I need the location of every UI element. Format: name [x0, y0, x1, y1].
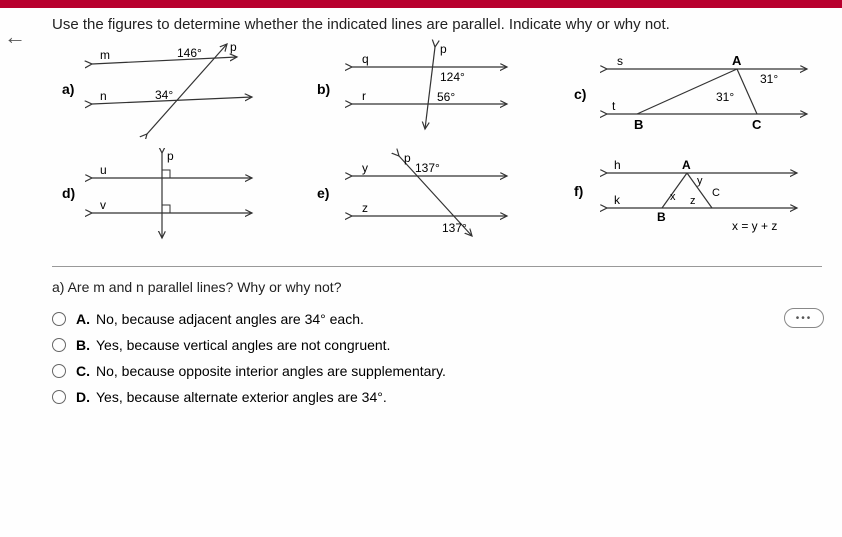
- svg-text:d): d): [62, 185, 75, 201]
- svg-text:k: k: [614, 193, 621, 207]
- svg-text:31°: 31°: [716, 90, 734, 104]
- svg-text:y: y: [362, 161, 368, 175]
- svg-text:b): b): [317, 81, 330, 97]
- svg-text:137°: 137°: [415, 161, 440, 175]
- svg-text:B: B: [634, 117, 643, 132]
- svg-text:q: q: [362, 52, 369, 66]
- option-a-text: No, because adjacent angles are 34° each…: [96, 311, 364, 327]
- option-d-text: Yes, because alternate exterior angles a…: [96, 389, 387, 405]
- line-m-label: m: [100, 48, 110, 62]
- svg-text:C: C: [752, 117, 762, 132]
- angle-34: 34°: [155, 88, 173, 102]
- more-button[interactable]: •••: [784, 308, 824, 328]
- svg-text:p: p: [167, 149, 174, 163]
- option-d[interactable]: D. Yes, because alternate exterior angle…: [52, 389, 822, 405]
- figure-f: h k A B C x y z x = y + z f): [562, 148, 822, 248]
- option-c-text: No, because opposite interior angles are…: [96, 363, 446, 379]
- svg-text:56°: 56°: [437, 90, 455, 104]
- option-d-letter: D.: [76, 389, 90, 405]
- option-b-text: Yes, because vertical angles are not con…: [96, 337, 390, 353]
- radio-a[interactable]: [52, 312, 66, 326]
- figure-d: u v p d): [52, 148, 299, 248]
- svg-text:u: u: [100, 163, 107, 177]
- option-c-letter: C.: [76, 363, 90, 379]
- svg-text:124°: 124°: [440, 70, 465, 84]
- line-n-label: n: [100, 89, 107, 103]
- svg-text:f): f): [574, 183, 583, 199]
- svg-text:c): c): [574, 86, 586, 102]
- question-text: Use the figures to determine whether the…: [52, 16, 822, 33]
- angle-146: 146°: [177, 46, 202, 60]
- figure-a: m n p 146° 34° a): [52, 39, 299, 144]
- svg-text:p: p: [440, 42, 447, 56]
- svg-text:v: v: [100, 198, 106, 212]
- back-icon[interactable]: ←: [4, 24, 26, 50]
- option-c[interactable]: C. No, because opposite interior angles …: [52, 363, 822, 379]
- radio-b[interactable]: [52, 338, 66, 352]
- figures-row-1: m n p 146° 34° a) q r p 12: [52, 39, 822, 144]
- svg-text:A: A: [732, 53, 742, 68]
- radio-d[interactable]: [52, 390, 66, 404]
- svg-text:s: s: [617, 54, 623, 68]
- svg-text:z: z: [690, 195, 696, 207]
- figures-row-2: u v p d) y z p 137° 137° e: [52, 148, 822, 248]
- option-b-letter: B.: [76, 337, 90, 353]
- sub-question: a) Are m and n parallel lines? Why or wh…: [52, 279, 822, 295]
- svg-text:t: t: [612, 99, 616, 113]
- svg-text:A: A: [682, 158, 691, 172]
- svg-text:C: C: [712, 187, 720, 199]
- option-a[interactable]: A. No, because adjacent angles are 34° e…: [52, 311, 822, 327]
- top-bar: [0, 0, 842, 8]
- figure-c: s t A B C 31° 31° c): [562, 39, 822, 144]
- svg-text:p: p: [404, 151, 411, 165]
- line-p-label: p: [230, 40, 237, 54]
- svg-text:137°: 137°: [442, 221, 467, 235]
- figure-e: y z p 137° 137° e): [307, 148, 554, 248]
- fig-a-label: a): [62, 81, 74, 97]
- divider: [52, 266, 822, 267]
- svg-text:x: x: [670, 191, 676, 203]
- svg-text:e): e): [317, 185, 329, 201]
- svg-text:31°: 31°: [760, 72, 778, 86]
- radio-c[interactable]: [52, 364, 66, 378]
- figure-b: q r p 124° 56° b): [307, 39, 554, 144]
- svg-text:y: y: [697, 175, 703, 187]
- svg-text:B: B: [657, 210, 666, 224]
- svg-text:h: h: [614, 158, 621, 172]
- option-a-letter: A.: [76, 311, 90, 327]
- svg-text:r: r: [362, 89, 366, 103]
- svg-text:z: z: [362, 201, 368, 215]
- option-b[interactable]: B. Yes, because vertical angles are not …: [52, 337, 822, 353]
- svg-text:x = y + z: x = y + z: [732, 219, 777, 233]
